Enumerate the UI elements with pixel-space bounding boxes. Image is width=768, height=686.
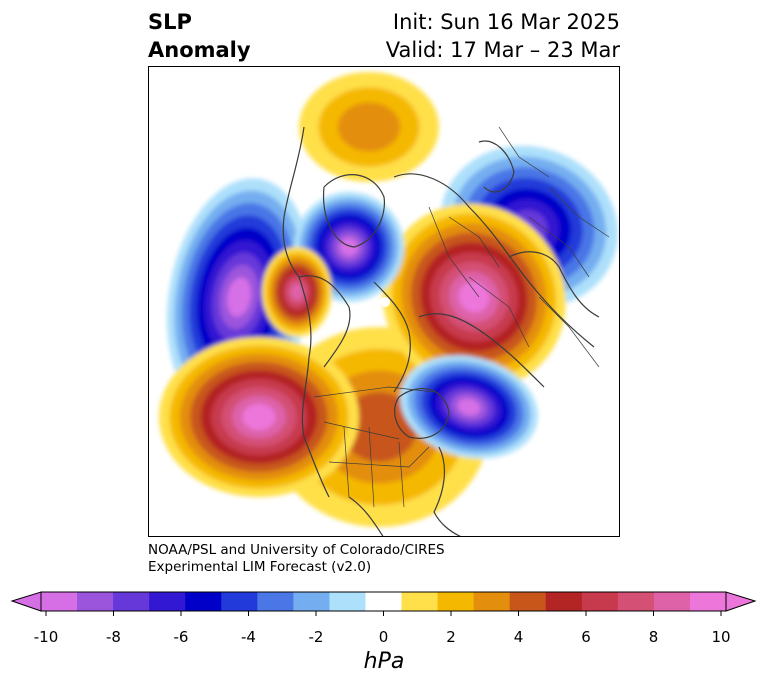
- colorbar-tick-label: 4: [514, 628, 524, 646]
- colorbar-box: [257, 592, 294, 611]
- hudson-bay: [394, 388, 450, 439]
- borders: [313, 126, 610, 508]
- colorbar-box: [401, 592, 439, 611]
- anomaly-europe-high: [382, 203, 566, 391]
- credit-text: NOAA/PSL and University of Colorado/CIRE…: [148, 542, 445, 576]
- colorbar-tick-label: 8: [649, 628, 659, 646]
- chart-title: SLP Anomaly: [148, 8, 251, 64]
- colorbar-tick-label: -4: [241, 628, 256, 646]
- eurasia-coast: [393, 173, 595, 348]
- colorbar-box: [41, 592, 78, 611]
- colorbar-box: [77, 592, 114, 611]
- colorbar-box: [221, 592, 258, 611]
- colorbar-box: [329, 592, 366, 611]
- north-pole-marker: [380, 297, 390, 307]
- colorbar-tick-label: 2: [446, 628, 456, 646]
- colorbar: -10 -8 -6 -4 -2 0 2 4 6 8 10 hPa: [10, 591, 757, 674]
- colorbar-box: [437, 592, 475, 611]
- colorbar-boxes: [41, 592, 727, 611]
- central-america: [348, 496, 384, 536]
- anomaly-siberia-high: [299, 72, 439, 182]
- colorbar-unit-label: hPa: [364, 649, 405, 674]
- anomaly-contour: [337, 102, 401, 152]
- colorbar-tick-label: 10: [711, 628, 730, 646]
- colorbar-box: [617, 592, 655, 611]
- anomaly-contour: [340, 392, 418, 462]
- anomaly-contour: [339, 237, 359, 257]
- greenland: [322, 174, 386, 248]
- europe-coast: [508, 251, 600, 318]
- colorbar-box: [545, 592, 583, 611]
- asia-east-coast: [373, 281, 411, 393]
- east-asia-coast: [418, 313, 545, 388]
- colorbar-over-arrow: [725, 591, 757, 612]
- colorbar-box: [689, 592, 727, 611]
- credit-line-1: NOAA/PSL and University of Colorado/CIRE…: [148, 542, 445, 558]
- anomaly-contour: [458, 281, 490, 313]
- colorbar-tick-label: -6: [174, 628, 189, 646]
- colorbar-box: [509, 592, 547, 611]
- colorbar-tick-label: 6: [581, 628, 591, 646]
- colorbar-tick-label: -8: [106, 628, 121, 646]
- map-svg: [159, 72, 618, 536]
- colorbar-under-arrow: [10, 591, 42, 612]
- anomaly-aleutian-high: [159, 337, 359, 497]
- coastlines: [282, 126, 600, 536]
- anomaly-contour: [226, 277, 252, 317]
- colorbar-box: [653, 592, 691, 611]
- title-line-2: Anomaly: [148, 38, 251, 62]
- colorbar-box: [113, 592, 150, 611]
- colorbar-box: [581, 592, 619, 611]
- colorbar-box: [149, 592, 186, 611]
- colorbar-box: [185, 592, 222, 611]
- anomaly-contour: [242, 403, 276, 431]
- scandinavia: [478, 140, 515, 193]
- north-america-east-coast: [433, 446, 462, 536]
- alaska-coast: [298, 275, 351, 368]
- title-line-1: SLP: [148, 10, 192, 34]
- colorbar-box: [365, 592, 403, 611]
- colorbar-tick-label: -2: [309, 628, 324, 646]
- slp-anomaly-map: [148, 66, 620, 537]
- colorbar-tick-label: -10: [34, 628, 59, 646]
- colorbar-ticks: -10 -8 -6 -4 -2 0 2 4 6 8 10: [34, 611, 731, 646]
- valid-dates: Valid: 17 Mar – 23 Mar: [385, 38, 620, 62]
- north-america-west-coast: [282, 126, 330, 498]
- forecast-dates: Init: Sun 16 Mar 2025 Valid: 17 Mar – 23…: [386, 8, 620, 64]
- colorbar-box: [293, 592, 330, 611]
- anomaly-contour: [290, 283, 304, 301]
- colorbar-box: [473, 592, 511, 611]
- init-date: Init: Sun 16 Mar 2025: [392, 10, 620, 34]
- anomaly-bering-high: [262, 247, 332, 337]
- credit-line-2: Experimental LIM Forecast (v2.0): [148, 559, 372, 575]
- anomaly-contour: [457, 398, 481, 416]
- colorbar-tick-label: 0: [379, 628, 389, 646]
